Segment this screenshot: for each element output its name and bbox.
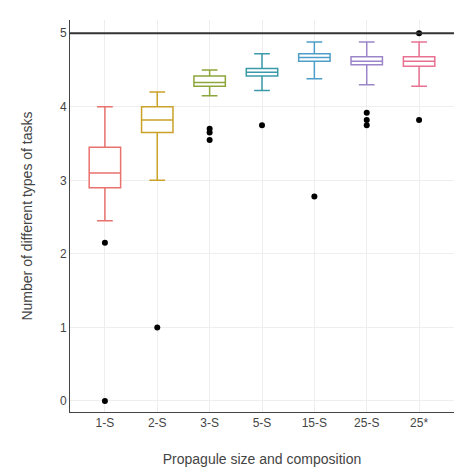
svg-text:Propagule size and composition: Propagule size and composition <box>163 451 361 467</box>
svg-text:Number of different types of t: Number of different types of tasks <box>19 111 35 320</box>
svg-text:25-S: 25-S <box>354 416 379 430</box>
svg-text:5: 5 <box>60 26 67 40</box>
svg-text:15-S: 15-S <box>302 416 327 430</box>
svg-text:3: 3 <box>60 174 67 188</box>
svg-text:1-S: 1-S <box>96 416 115 430</box>
svg-text:1: 1 <box>60 321 67 335</box>
svg-text:25*: 25* <box>410 416 428 430</box>
svg-text:4: 4 <box>60 100 67 114</box>
svg-text:5-S: 5-S <box>253 416 272 430</box>
svg-text:0: 0 <box>60 394 67 408</box>
svg-text:3-S: 3-S <box>200 416 219 430</box>
svg-text:2-S: 2-S <box>148 416 167 430</box>
svg-text:2: 2 <box>60 247 67 261</box>
